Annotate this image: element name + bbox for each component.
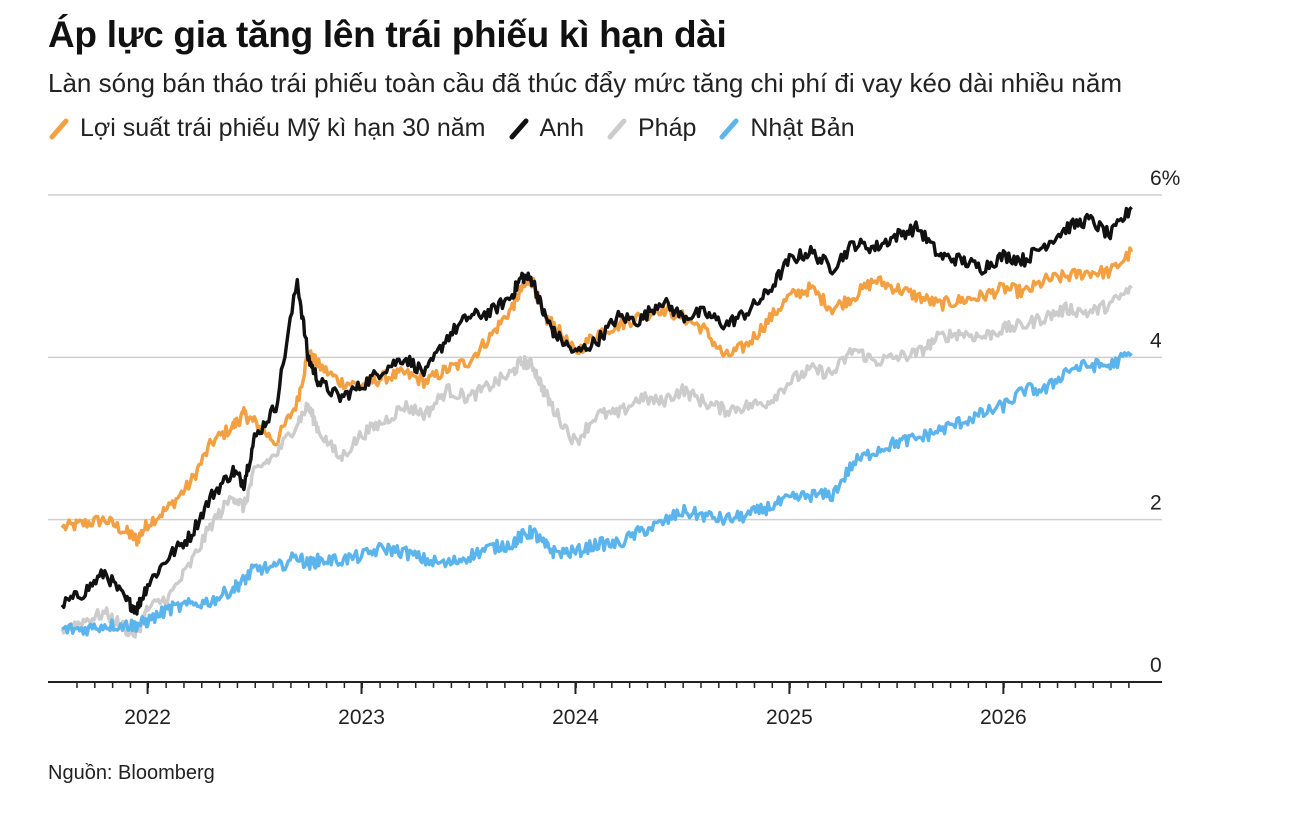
y-axis: 0 2 4 6% xyxy=(1150,167,1180,677)
legend-item-3: Nhật Bản xyxy=(718,114,855,143)
x-tick-label: 2023 xyxy=(338,706,385,729)
series-line-2 xyxy=(60,285,1133,639)
y-tick-label: 6% xyxy=(1150,167,1180,190)
chart-title: Áp lực gia tăng lên trái phiếu kì hạn dà… xyxy=(48,14,727,55)
legend-swatch-icon xyxy=(49,118,69,139)
x-tick-label: 2025 xyxy=(766,706,813,729)
y-tick-label: 2 xyxy=(1150,492,1162,515)
source-note: Nguồn: Bloomberg xyxy=(48,762,215,784)
series-line-3 xyxy=(61,351,1133,637)
series-lines xyxy=(60,205,1134,639)
grid-lines xyxy=(48,194,1162,521)
series-line-0 xyxy=(60,246,1134,547)
x-tick-label: 2026 xyxy=(980,706,1027,729)
legend-item-1: Anh xyxy=(508,114,584,143)
y-tick-label: 0 xyxy=(1150,654,1162,677)
chart-subtitle: Làn sóng bán tháo trái phiếu toàn cầu đã… xyxy=(48,68,1123,98)
legend-label: Nhật Bản xyxy=(750,114,855,142)
legend-item-0: Lợi suất trái phiếu Mỹ kì hạn 30 năm xyxy=(48,114,486,143)
legend-item-2: Pháp xyxy=(606,114,696,143)
legend-swatch-icon xyxy=(719,118,739,139)
x-tick-label: 2022 xyxy=(124,706,171,729)
legend: Lợi suất trái phiếu Mỹ kì hạn 30 năm Anh P… xyxy=(48,114,855,143)
y-tick-label: 4 xyxy=(1150,329,1162,352)
x-axis: 2022 2023 2024 2025 2026 xyxy=(48,681,1162,729)
legend-label: Anh xyxy=(539,114,584,142)
series-line-1 xyxy=(60,205,1133,616)
legend-swatch-icon xyxy=(607,118,627,139)
legend-swatch-icon xyxy=(509,118,528,139)
legend-label: Lợi suất trái phiếu Mỹ kì hạn 30 năm xyxy=(80,114,486,142)
legend-label: Pháp xyxy=(637,114,697,142)
x-tick-label: 2024 xyxy=(552,706,599,729)
